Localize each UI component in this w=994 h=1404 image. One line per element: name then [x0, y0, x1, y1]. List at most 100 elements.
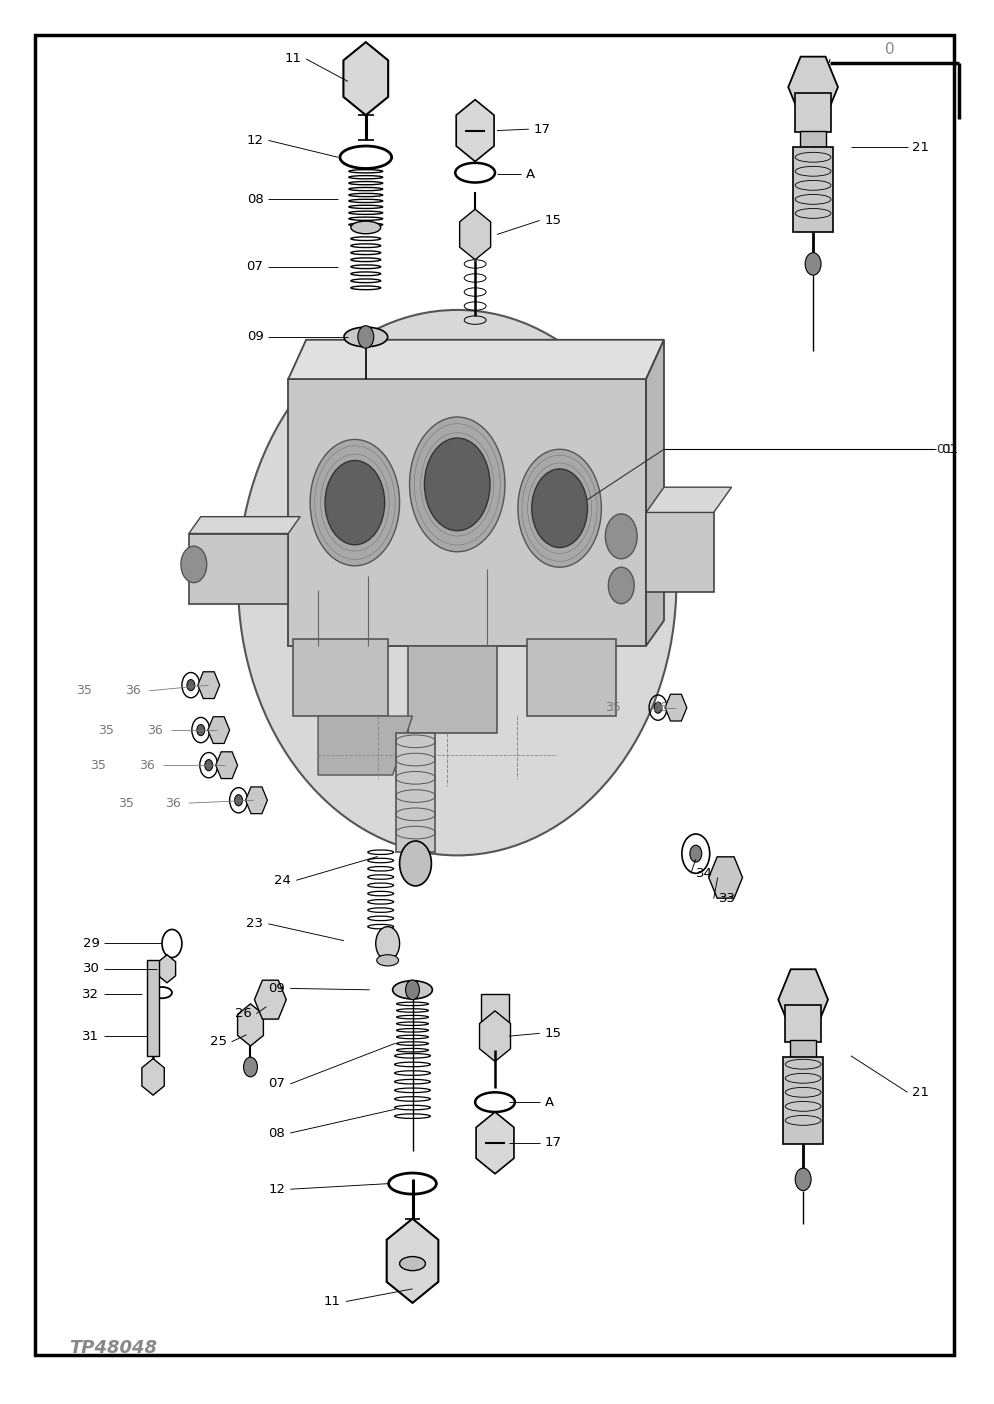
Text: A: A: [545, 1095, 554, 1109]
Text: 31: 31: [83, 1029, 99, 1043]
Circle shape: [608, 567, 634, 604]
Bar: [785, 1005, 821, 1042]
Circle shape: [424, 438, 490, 531]
Ellipse shape: [400, 1257, 425, 1271]
Text: 11: 11: [284, 52, 301, 66]
Polygon shape: [479, 1011, 511, 1061]
Circle shape: [410, 417, 505, 552]
Polygon shape: [459, 209, 491, 260]
Bar: [396, 733, 435, 852]
Polygon shape: [288, 340, 664, 379]
Polygon shape: [343, 42, 389, 115]
Circle shape: [205, 760, 213, 771]
Polygon shape: [456, 100, 494, 161]
Text: 24: 24: [274, 873, 291, 887]
Circle shape: [376, 927, 400, 960]
Polygon shape: [238, 1004, 263, 1046]
Polygon shape: [788, 56, 838, 118]
Ellipse shape: [393, 980, 432, 1000]
Polygon shape: [318, 716, 413, 775]
Text: 11: 11: [324, 1294, 341, 1309]
Text: 32: 32: [83, 987, 99, 1001]
Circle shape: [310, 439, 400, 566]
Text: 36: 36: [165, 796, 181, 810]
Text: 07: 07: [268, 1077, 285, 1091]
Polygon shape: [142, 1059, 164, 1095]
Text: 0: 0: [885, 42, 895, 56]
Circle shape: [518, 449, 601, 567]
Polygon shape: [158, 955, 176, 983]
Ellipse shape: [351, 222, 381, 233]
Polygon shape: [527, 639, 616, 716]
Text: 33: 33: [719, 892, 736, 906]
Text: 21: 21: [912, 140, 929, 154]
Text: 36: 36: [125, 684, 141, 698]
Polygon shape: [387, 1219, 438, 1303]
Text: 12: 12: [247, 133, 263, 147]
Text: 15: 15: [545, 1026, 562, 1040]
Text: 01: 01: [936, 442, 953, 456]
Polygon shape: [293, 639, 388, 716]
Circle shape: [795, 1168, 811, 1191]
Ellipse shape: [239, 310, 676, 855]
Circle shape: [358, 326, 374, 348]
Polygon shape: [408, 646, 497, 733]
Polygon shape: [709, 856, 743, 899]
Circle shape: [654, 702, 662, 713]
Text: 17: 17: [545, 1136, 562, 1150]
Bar: [793, 147, 833, 232]
Circle shape: [532, 469, 587, 548]
Text: 12: 12: [268, 1182, 285, 1196]
Text: 23: 23: [247, 917, 263, 931]
Circle shape: [244, 1057, 257, 1077]
Text: 34: 34: [696, 866, 713, 880]
Circle shape: [805, 253, 821, 275]
Polygon shape: [208, 716, 230, 744]
Text: A: A: [526, 167, 535, 181]
Text: 36: 36: [139, 758, 155, 772]
Polygon shape: [216, 751, 238, 779]
Polygon shape: [476, 1112, 514, 1174]
Polygon shape: [778, 969, 828, 1031]
Bar: [790, 1040, 816, 1057]
Circle shape: [605, 514, 637, 559]
Polygon shape: [665, 694, 687, 722]
Bar: [481, 994, 509, 1025]
Text: 17: 17: [534, 122, 551, 136]
Text: 35: 35: [77, 684, 92, 698]
Bar: [795, 93, 831, 132]
Text: 30: 30: [83, 962, 99, 976]
Circle shape: [187, 680, 195, 691]
Circle shape: [400, 841, 431, 886]
Text: 29: 29: [83, 936, 99, 951]
Polygon shape: [189, 517, 300, 534]
Text: 25: 25: [210, 1035, 227, 1049]
Text: 35: 35: [90, 758, 106, 772]
Text: TP48048: TP48048: [70, 1339, 158, 1356]
Bar: [783, 1057, 823, 1144]
Polygon shape: [646, 487, 732, 512]
Circle shape: [406, 980, 419, 1000]
Ellipse shape: [377, 955, 399, 966]
Text: 21: 21: [912, 1085, 929, 1099]
Circle shape: [690, 845, 702, 862]
Polygon shape: [254, 980, 286, 1019]
Text: 26: 26: [235, 1007, 251, 1021]
Ellipse shape: [344, 327, 388, 347]
Polygon shape: [198, 671, 220, 699]
Text: 08: 08: [247, 192, 263, 206]
Text: 15: 15: [545, 213, 562, 227]
Circle shape: [197, 724, 205, 736]
Circle shape: [235, 795, 243, 806]
Polygon shape: [646, 512, 714, 592]
Polygon shape: [189, 534, 288, 604]
Text: 36: 36: [147, 723, 163, 737]
Bar: [800, 131, 826, 147]
Circle shape: [181, 546, 207, 583]
Text: 35: 35: [605, 701, 621, 715]
Polygon shape: [646, 340, 664, 646]
Bar: [288, 379, 646, 646]
Text: 08: 08: [268, 1126, 285, 1140]
Bar: [147, 960, 159, 1056]
Circle shape: [325, 461, 385, 545]
